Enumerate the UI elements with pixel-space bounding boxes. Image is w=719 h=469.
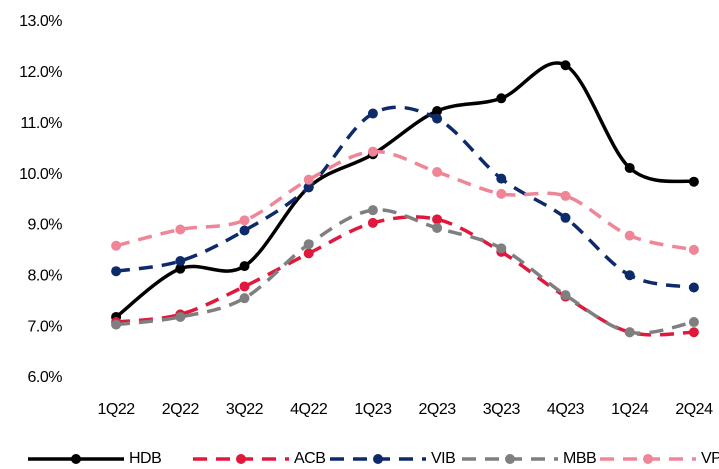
marker bbox=[239, 215, 250, 226]
legend-label: ACB bbox=[294, 450, 325, 467]
marker bbox=[432, 113, 443, 124]
series bbox=[111, 214, 699, 338]
x-tick-label: 1Q22 bbox=[98, 401, 136, 418]
marker bbox=[175, 256, 186, 267]
marker bbox=[303, 174, 314, 185]
marker bbox=[560, 60, 571, 71]
x-tick-label: 4Q23 bbox=[547, 401, 585, 418]
y-tick-label: 11.0% bbox=[20, 115, 62, 132]
y-tick-label: 13.0% bbox=[19, 13, 62, 30]
marker bbox=[432, 106, 443, 116]
y-tick-label: 9.0% bbox=[28, 217, 63, 234]
marker bbox=[624, 270, 635, 281]
legend-marker bbox=[373, 454, 383, 464]
marker bbox=[175, 263, 186, 274]
legend-label: HDB bbox=[129, 450, 161, 467]
x-tick-label: 3Q23 bbox=[483, 401, 521, 418]
x-tick-label: 2Q23 bbox=[419, 401, 457, 418]
marker bbox=[367, 108, 378, 119]
y-tick-label: 8.0% bbox=[28, 268, 63, 285]
series-line bbox=[115, 105, 695, 290]
marker bbox=[239, 225, 250, 236]
marker bbox=[239, 281, 250, 292]
marker bbox=[175, 311, 186, 322]
marker bbox=[303, 239, 314, 250]
series-line bbox=[115, 149, 695, 252]
x-tick-label: 1Q23 bbox=[354, 401, 392, 418]
marker bbox=[111, 319, 122, 330]
marker bbox=[432, 222, 443, 233]
marker bbox=[432, 167, 443, 178]
legend-item: VIB bbox=[330, 450, 456, 467]
marker bbox=[688, 176, 699, 187]
marker bbox=[367, 205, 378, 216]
y-tick-label: 6.0% bbox=[28, 369, 63, 386]
legend-label: VIB bbox=[431, 450, 455, 467]
y-tick-label: 7.0% bbox=[28, 318, 63, 335]
series bbox=[111, 105, 699, 293]
x-tick-label: 1Q24 bbox=[611, 401, 649, 418]
legend-item: HDB bbox=[28, 450, 162, 467]
marker bbox=[303, 248, 314, 259]
marker bbox=[496, 93, 507, 104]
marker bbox=[496, 188, 507, 199]
marker bbox=[624, 162, 635, 173]
marker bbox=[432, 214, 443, 225]
marker bbox=[239, 293, 250, 304]
marker bbox=[496, 243, 507, 254]
series-line bbox=[115, 215, 694, 337]
marker bbox=[496, 173, 507, 184]
y-tick-label: 12.0% bbox=[19, 64, 62, 81]
legend-marker bbox=[71, 454, 81, 464]
x-tick-label: 3Q22 bbox=[226, 401, 264, 418]
legend-label: MBB bbox=[563, 450, 596, 467]
series bbox=[111, 205, 699, 338]
legend-item: ACB bbox=[193, 450, 326, 467]
marker bbox=[367, 146, 378, 157]
y-tick-label: 10.0% bbox=[19, 166, 62, 183]
marker bbox=[367, 217, 378, 228]
marker bbox=[624, 327, 635, 338]
marker bbox=[175, 224, 186, 235]
legend-item: MBB bbox=[462, 450, 597, 467]
marker bbox=[560, 190, 571, 201]
legend-label: VPB bbox=[701, 450, 719, 467]
legend-marker bbox=[505, 454, 515, 464]
marker bbox=[688, 317, 699, 328]
marker bbox=[688, 327, 699, 338]
series-line bbox=[115, 208, 695, 335]
x-tick-label: 4Q22 bbox=[290, 401, 328, 418]
marker bbox=[239, 261, 250, 272]
x-tick-label: 2Q22 bbox=[162, 401, 200, 418]
legend-marker bbox=[236, 454, 246, 464]
series bbox=[111, 146, 699, 255]
legend-marker bbox=[643, 454, 653, 464]
legend-item: VPB bbox=[600, 450, 719, 467]
marker bbox=[688, 244, 699, 255]
series-line bbox=[115, 61, 695, 319]
marker bbox=[560, 212, 571, 223]
x-tick-label: 2Q24 bbox=[675, 401, 713, 418]
marker bbox=[303, 182, 314, 193]
marker bbox=[111, 240, 122, 251]
marker bbox=[624, 230, 635, 241]
marker bbox=[688, 282, 699, 293]
series bbox=[111, 60, 699, 322]
marker bbox=[560, 290, 571, 301]
marker bbox=[111, 266, 122, 277]
